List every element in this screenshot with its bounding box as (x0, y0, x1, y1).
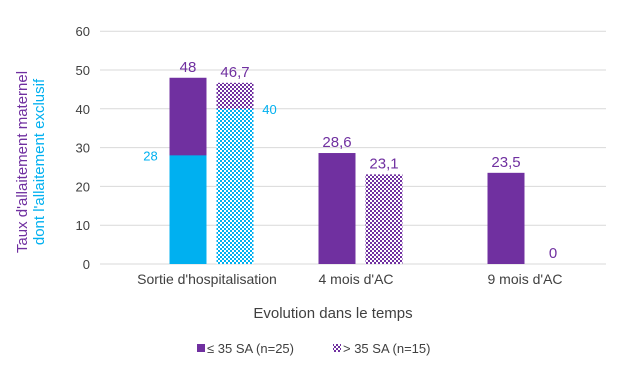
y-tick-label-20: 20 (76, 179, 90, 194)
bar-gt35-1 (365, 174, 403, 264)
y-tick-label-0: 0 (83, 257, 90, 272)
legend-label-solid: ≤ 35 SA (n=25) (207, 341, 294, 356)
data-label-gt35-1: 23,1 (369, 155, 398, 172)
data-label-le35-1: 28,6 (322, 134, 351, 151)
legend-swatch-dotted (333, 344, 341, 352)
x-tick-label-2: 9 mois d'AC (487, 271, 562, 287)
data-labels: 48 28,6 23,5 46,7 23,1 0 28 40 (143, 59, 557, 262)
legend-label-dotted: > 35 SA (n=15) (343, 341, 430, 356)
x-tick-label-0: Sortie d'hospitalisation (137, 271, 277, 287)
y-axis-title-line1: Taux d'allaitement maternel (14, 71, 31, 253)
data-label-exclusive-le35: 28 (143, 148, 157, 163)
legend-swatch-solid (197, 344, 205, 352)
bar-exclusive-le35 (169, 155, 207, 264)
bar-le35-2 (487, 172, 525, 264)
x-axis-title: Evolution dans le temps (253, 305, 412, 322)
data-label-le35-2: 23,5 (491, 154, 520, 171)
y-tick-label-50: 50 (76, 63, 90, 78)
data-label-exclusive-gt35: 40 (262, 102, 276, 117)
x-axis: Sortie d'hospitalisation 4 mois d'AC 9 moi… (137, 271, 562, 287)
y-tick-label-30: 30 (76, 141, 90, 156)
bar-le35-1 (318, 153, 356, 264)
data-label-le35-0: 48 (180, 59, 197, 76)
bar-exclusive-gt35 (216, 108, 254, 264)
bars (169, 77, 525, 264)
data-label-gt35-0: 46,7 (220, 64, 249, 81)
y-tick-label-60: 60 (76, 24, 90, 39)
y-tick-label-10: 10 (76, 218, 90, 233)
x-tick-label-1: 4 mois d'AC (318, 271, 393, 287)
y-tick-label-40: 40 (76, 102, 90, 117)
y-axis-title-line2: dont l'allaitement exclusif (31, 78, 48, 245)
legend: ≤ 35 SA (n=25) > 35 SA (n=15) (197, 341, 430, 356)
y-axis: 0 10 20 30 40 50 60 (76, 24, 90, 272)
data-label-gt35-2: 0 (549, 245, 557, 262)
